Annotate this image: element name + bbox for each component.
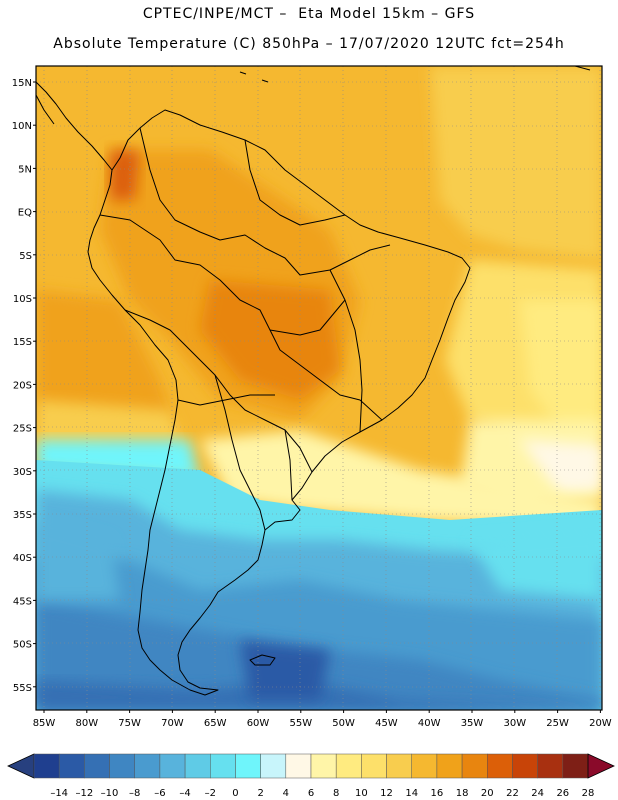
latitude-labels: 15N 10N 5N EQ 5S 10S 15S 20S 25S 30S 35S 40S 45S 50S 5… [12,78,36,694]
colorbar-label: 22 [506,788,519,799]
lat-label: 40S [13,553,32,564]
colorbar-swatch [386,753,412,779]
colorbar-label: 26 [556,788,569,799]
colorbar-swatch [436,753,463,779]
colorbar-swatch [487,753,513,779]
colorbar-label: 8 [333,788,339,799]
colorbar-swatch [310,753,337,779]
colorbar-swatch [285,753,312,779]
lon-label: 70W [161,718,184,729]
colorbar-over-arrow [587,753,615,779]
lon-label: 35W [461,718,484,729]
colorbar-swatch [134,753,161,779]
lat-label: 55S [13,683,32,694]
lat-label: 20S [13,380,32,391]
colorbar-labels: –14 –12 –10 –8 –6 –4 –2 0 2 4 6 8 10 12 14 16 18 20 22 24 26… [50,788,594,799]
lat-label: EQ [18,208,32,219]
lat-label: 10S [13,294,32,305]
colorbar-swatch [260,753,287,779]
lat-label: 10N [12,121,32,132]
lon-label: 60W [247,718,270,729]
colorbar-label: 12 [380,788,393,799]
lon-label: 75W [118,718,141,729]
colorbar-label: 16 [431,788,444,799]
colorbar-label: –4 [179,788,190,799]
colorbar [7,753,615,779]
colorbar-label: 4 [283,788,289,799]
colorbar-swatch [184,753,211,779]
colorbar-swatch [562,753,589,779]
colorbar-label: –6 [154,788,165,799]
lat-lon-grid [36,66,602,710]
colorbar-label: 10 [355,788,368,799]
colorbar-swatch [537,753,564,779]
colorbar-label: 2 [257,788,263,799]
colorbar-label: 0 [232,788,238,799]
title-line-1: CPTEC/INPE/MCT – Eta Model 15km – GFS [142,6,476,22]
colorbar-label: 24 [531,788,544,799]
lat-label: 15N [12,78,32,89]
colorbar-swatch [159,753,186,779]
lat-label: 35S [13,510,32,521]
colorbar-label: –8 [129,788,140,799]
colorbar-label: 6 [308,788,314,799]
lon-label: 20W [589,718,612,729]
lon-label: 80W [75,718,98,729]
lat-label: 5S [19,251,32,262]
lat-label: 45S [13,596,32,607]
colorbar-label: –12 [75,788,93,799]
lat-label: 5N [18,164,32,175]
colorbar-swatch [335,753,362,779]
colorbar-swatch [58,753,85,779]
lat-label: 15S [13,337,32,348]
lon-label: 50W [332,718,355,729]
colorbar-swatch [210,753,236,779]
lon-label: 65W [204,718,227,729]
lat-label: 50S [13,640,32,651]
lon-label: 25W [546,718,569,729]
lon-label: 40W [418,718,441,729]
colorbar-label: –2 [205,788,216,799]
coastlines [36,66,591,696]
lon-label: 45W [375,718,398,729]
lat-label: 30S [13,467,32,478]
colorbar-label: –10 [101,788,119,799]
title-line-2: Absolute Temperature (C) 850hPa – 17/07/… [53,36,565,52]
lat-label: 25S [13,424,32,435]
colorbar-swatch [461,753,488,779]
colorbar-swatch [33,753,60,779]
map-frame [35,65,603,711]
longitude-labels: 85W 80W 75W 70W 65W 60W 55W 50W 45W 40W 35W 30W 25W 2… [33,710,612,729]
colorbar-swatch [109,753,135,779]
lon-label: 55W [289,718,312,729]
colorbar-swatch [84,753,110,779]
colorbar-swatch [361,753,387,779]
colorbar-swatch [512,753,538,779]
colorbar-swatch [411,753,438,779]
lon-label: 30W [503,718,526,729]
colorbar-under-arrow [7,753,35,779]
temperature-field [36,66,602,710]
colorbar-label: –14 [50,788,68,799]
colorbar-swatch [235,753,261,779]
colorbar-label: 14 [405,788,418,799]
colorbar-label: 28 [582,788,595,799]
colorbar-label: 20 [481,788,494,799]
colorbar-label: 18 [456,788,469,799]
lon-label: 85W [33,718,56,729]
